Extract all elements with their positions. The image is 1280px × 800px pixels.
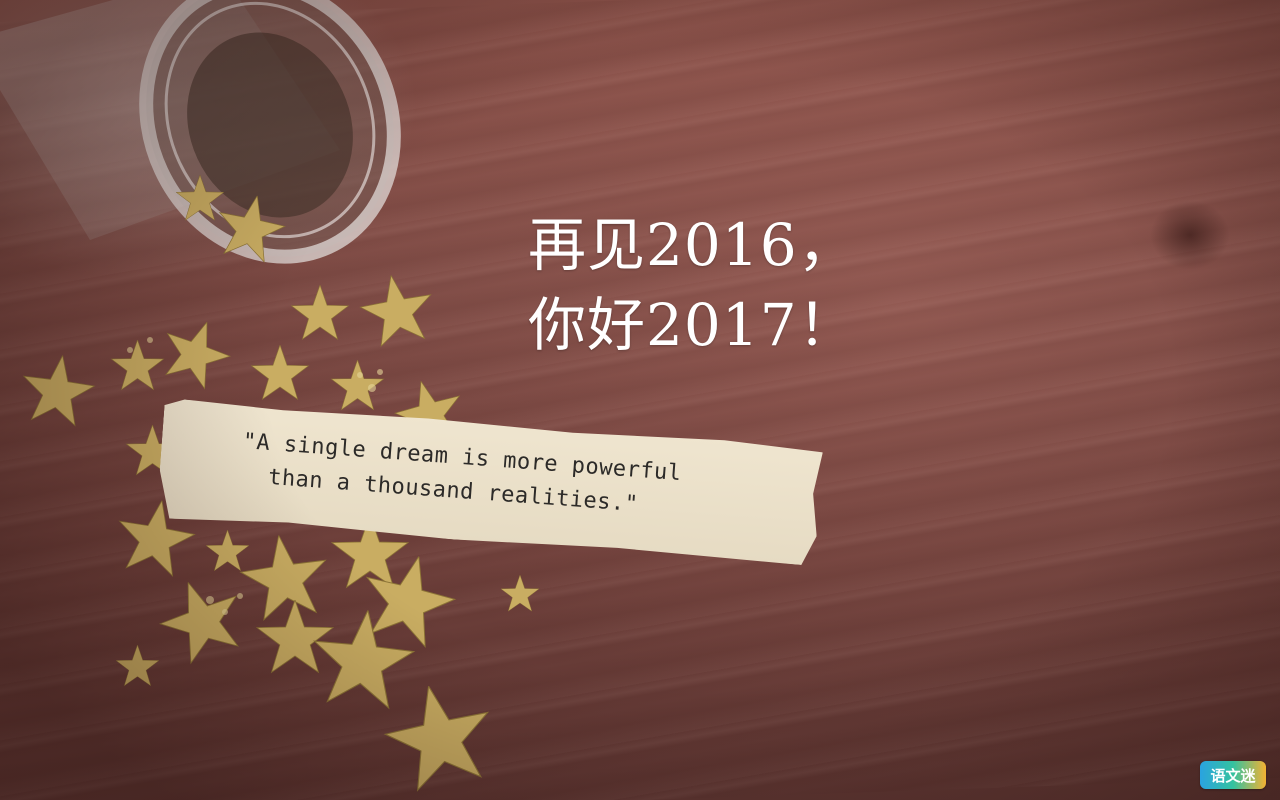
wood-knot <box>1150 200 1230 270</box>
site-watermark-logo: 语文迷 <box>1200 761 1266 789</box>
new-year-greeting: 再见2016， 你好2017！ <box>528 205 948 365</box>
greeting-line-2: 你好2017！ <box>528 291 857 359</box>
glitter-specks <box>127 337 383 615</box>
greeting-line-1: 再见2016， <box>528 211 857 279</box>
glass-jar <box>0 0 401 264</box>
